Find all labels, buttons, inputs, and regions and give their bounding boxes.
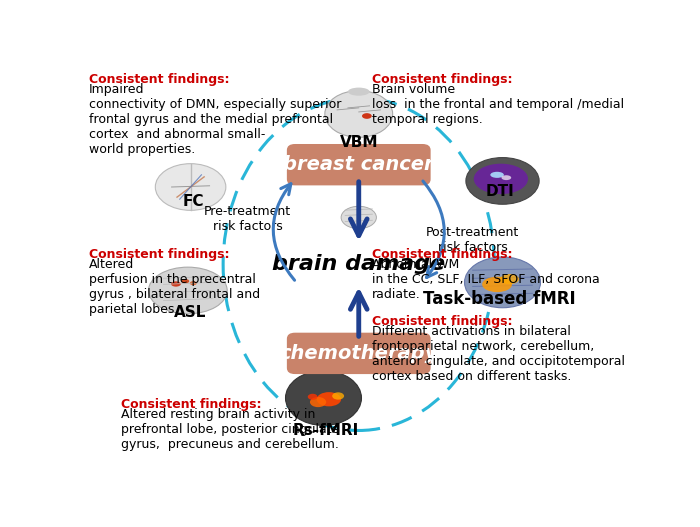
Ellipse shape bbox=[482, 277, 512, 292]
Text: Post-treatment
risk factors: Post-treatment risk factors bbox=[426, 226, 519, 254]
Ellipse shape bbox=[310, 397, 326, 407]
Text: FC: FC bbox=[183, 194, 204, 209]
Ellipse shape bbox=[465, 257, 540, 308]
Ellipse shape bbox=[474, 164, 528, 194]
Ellipse shape bbox=[155, 164, 226, 210]
Ellipse shape bbox=[501, 175, 511, 180]
Ellipse shape bbox=[316, 392, 341, 406]
Text: Task-based fMRI: Task-based fMRI bbox=[424, 290, 576, 308]
Ellipse shape bbox=[332, 392, 344, 399]
Ellipse shape bbox=[466, 158, 539, 204]
Ellipse shape bbox=[325, 91, 393, 138]
Text: DTI: DTI bbox=[485, 183, 514, 199]
Text: Brain volume
loss  in the frontal and temporal /medial
temporal regions.: Brain volume loss in the frontal and tem… bbox=[372, 83, 624, 126]
Text: Consistent findings:: Consistent findings: bbox=[372, 248, 513, 261]
Ellipse shape bbox=[308, 394, 318, 400]
Ellipse shape bbox=[190, 281, 197, 285]
Text: chemotherapy: chemotherapy bbox=[279, 344, 438, 363]
Text: Consistent findings:: Consistent findings: bbox=[89, 73, 229, 86]
FancyArrowPatch shape bbox=[423, 181, 445, 278]
Text: Abnormal WM
in the CC, SLF, ILF, SFOF and corona
radiate.: Abnormal WM in the CC, SLF, ILF, SFOF an… bbox=[372, 258, 600, 301]
Text: breast cancer: breast cancer bbox=[284, 155, 434, 174]
Ellipse shape bbox=[362, 113, 372, 119]
Text: Consistent findings:: Consistent findings: bbox=[372, 315, 513, 328]
Text: Consistent findings:: Consistent findings: bbox=[89, 248, 229, 261]
Text: Altered
perfusion in the precentral
gyrus , bilateral frontal and
parietal lobes: Altered perfusion in the precentral gyru… bbox=[89, 258, 260, 316]
Ellipse shape bbox=[171, 281, 181, 287]
Text: Different activations in bilateral
frontoparietal network, cerebellum,
anterior : Different activations in bilateral front… bbox=[372, 325, 625, 383]
Text: Impaired
connectivity of DMN, especially superior
frontal gyrus and the medial p: Impaired connectivity of DMN, especially… bbox=[89, 83, 341, 157]
Text: Consistent findings:: Consistent findings: bbox=[372, 73, 513, 86]
FancyArrowPatch shape bbox=[273, 184, 295, 280]
Text: ASL: ASL bbox=[174, 305, 206, 320]
Text: Rs-fMRI: Rs-fMRI bbox=[293, 423, 359, 438]
Ellipse shape bbox=[341, 206, 377, 229]
Text: Altered resting brain activity in
prefrontal lobe, posterior cingulate
gyrus,  p: Altered resting brain activity in prefro… bbox=[121, 408, 340, 451]
Ellipse shape bbox=[181, 279, 189, 284]
Text: brain damage: brain damage bbox=[272, 254, 445, 274]
Ellipse shape bbox=[500, 274, 519, 284]
Ellipse shape bbox=[348, 87, 370, 96]
Ellipse shape bbox=[148, 267, 228, 314]
FancyBboxPatch shape bbox=[287, 333, 430, 374]
Text: VBM: VBM bbox=[340, 135, 378, 150]
Ellipse shape bbox=[286, 370, 361, 425]
Text: Pre-treatment
risk factors: Pre-treatment risk factors bbox=[204, 206, 291, 233]
Ellipse shape bbox=[490, 172, 504, 178]
Text: Consistent findings:: Consistent findings: bbox=[121, 398, 262, 411]
FancyBboxPatch shape bbox=[287, 144, 430, 186]
